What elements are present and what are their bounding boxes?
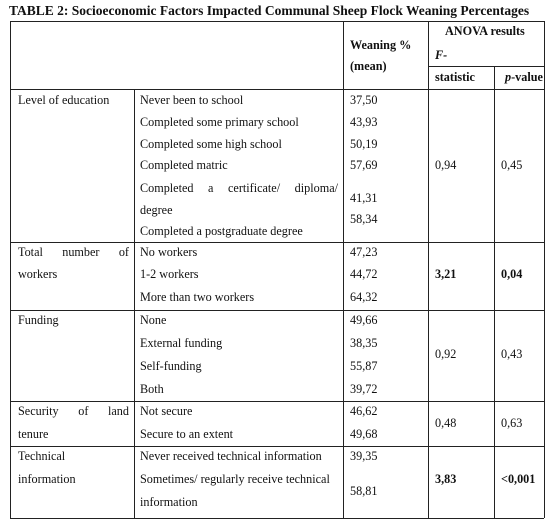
level-label-cont: information	[140, 495, 198, 509]
level-label: More than two workers	[140, 290, 255, 304]
weaning-value: 38,35	[350, 336, 378, 350]
table-title: TABLE 2: Socioeconomic Factors Impacted …	[9, 3, 530, 18]
weaning-value: 39,35	[350, 449, 378, 463]
f-statistic-value: 0,94	[435, 158, 457, 172]
factor-workers: Total number of	[18, 245, 129, 259]
level-label: Completed a postgraduate degree	[140, 224, 303, 238]
level-label: No workers	[140, 245, 198, 259]
f-statistic-value: 3,21	[435, 267, 457, 281]
p-value: 0,63	[501, 416, 523, 430]
weaning-value: 39,72	[350, 382, 378, 396]
level-label-cont: degree	[140, 203, 173, 217]
weaning-header: Weaning %	[350, 38, 412, 52]
level-label: Completed a certificate/diploma/	[140, 181, 338, 195]
weaning-value: 64,32	[350, 290, 378, 304]
f-statistic-header: F-	[435, 48, 448, 62]
weaning-value: 47,23	[350, 245, 378, 259]
weaning-value: 37,50	[350, 93, 378, 107]
anova-header: ANOVA results	[445, 24, 525, 38]
f-statistic-value: 0,48	[435, 416, 457, 430]
f-statistic-value: 3,83	[435, 472, 457, 486]
factor-land-tenure-cont: tenure	[18, 427, 49, 441]
weaning-header-mean: (mean)	[350, 59, 387, 73]
weaning-value: 44,72	[350, 267, 378, 281]
level-label: Completed some high school	[140, 137, 282, 151]
weaning-value: 41,31	[350, 191, 378, 205]
level-label: Completed matric	[140, 158, 228, 172]
weaning-value: 58,81	[350, 484, 378, 498]
level-label: Both	[140, 382, 164, 396]
level-label: Not secure	[140, 404, 193, 418]
weaning-value: 49,68	[350, 427, 378, 441]
level-label: Self-funding	[140, 359, 202, 373]
level-label: Sometimes/ regularly receive technical	[140, 472, 330, 486]
factor-funding: Funding	[18, 313, 59, 327]
f-statistic-value: 0,92	[435, 347, 457, 361]
level-label: 1-2 workers	[140, 267, 199, 281]
level-label: Never been to school	[140, 93, 244, 107]
weaning-value: 55,87	[350, 359, 378, 373]
factor-workers-cont: workers	[18, 267, 58, 281]
factor-technical-info: Technical	[18, 449, 66, 463]
p-value: 0,43	[501, 347, 523, 361]
weaning-value: 58,34	[350, 212, 378, 226]
factor-land-tenure: Security of land	[18, 404, 129, 418]
level-label: Never received technical information	[140, 449, 322, 463]
level-label: External funding	[140, 336, 223, 350]
factor-technical-info-cont: information	[18, 472, 76, 486]
f-statistic-header-line2: statistic	[435, 70, 475, 84]
level-label: Completed some primary school	[140, 115, 299, 129]
p-value: 0,45	[501, 158, 523, 172]
weaning-value: 49,66	[350, 313, 378, 327]
level-label: Secure to an extent	[140, 427, 234, 441]
level-label: None	[140, 313, 167, 327]
weaning-value: 43,93	[350, 115, 378, 129]
factor-education: Level of education	[18, 93, 110, 107]
p-value: 0,04	[501, 267, 523, 281]
weaning-value: 50,19	[350, 137, 378, 151]
p-value: <0,001	[501, 472, 536, 486]
weaning-value: 46,62	[350, 404, 378, 418]
p-value-header: p-value	[505, 70, 543, 84]
weaning-value: 57,69	[350, 158, 378, 172]
